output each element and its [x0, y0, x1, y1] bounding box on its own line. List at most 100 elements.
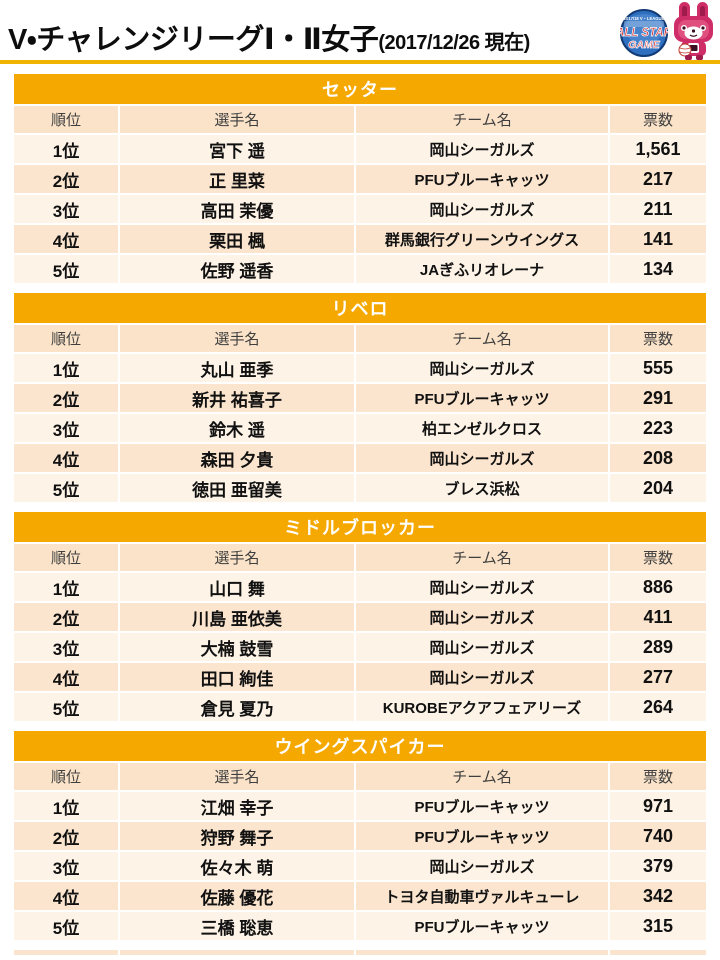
column-header-player-cell: 選手名 [120, 106, 354, 133]
player-cell: 新井 祐喜子 [120, 384, 354, 412]
column-header-team-cell: チーム名 [356, 763, 608, 790]
player-cell: 川島 亜依美 [120, 603, 354, 631]
player-cell: 丸山 亜季 [120, 354, 354, 382]
rank-cell: 2位 [14, 165, 118, 193]
table-row: 2位 新井 祐喜子 PFUブルーキャッツ 291 [14, 384, 706, 412]
rank-cell: 1位 [14, 135, 118, 163]
table-row: 4位 栗田 楓群馬銀行グリーンウイングス 141 [14, 225, 706, 253]
votes-cell: 204 [610, 474, 706, 502]
rabbit-mascot-icon [674, 2, 713, 60]
votes-cell: 291 [610, 384, 706, 412]
player-cell: 三橋 聡恵 [120, 912, 354, 940]
table-row: 5位 三橋 聡恵 PFUブルーキャッツ 315 [14, 912, 706, 940]
rank-cell: 5位 [14, 693, 118, 721]
table-row: 1位 山口 舞岡山シーガルズ 886 [14, 573, 706, 601]
player-cell: 宮下 遥 [120, 135, 354, 163]
votes-cell: 289 [610, 633, 706, 661]
votes-cell: 411 [610, 603, 706, 631]
team-cell: 柏エンゼルクロス [356, 414, 608, 442]
column-header-row: 順位 選手名 チーム名 票数 [14, 325, 706, 352]
votes-cell: 264 [610, 693, 706, 721]
section-title: セッター [14, 74, 706, 104]
rank-cell: 1位 [14, 792, 118, 820]
ranking-section-2: ミドルブロッカー 順位 選手名 チーム名 票数 1位 山口 舞岡山シーガルズ 886 2位 川島 … [14, 512, 706, 721]
team-cell: 岡山シーガルズ [356, 444, 608, 472]
table-row: 5位 倉見 夏乃 KUROBEアクアフェアリーズ 264 [14, 693, 706, 721]
cropped-cell [356, 950, 608, 955]
ranking-section-1: リベロ 順位 選手名 チーム名 票数 1位 丸山 亜季 岡山シーガルズ 555 2位 新井 祐喜子 P… [14, 293, 706, 502]
votes-cell: 555 [610, 354, 706, 382]
rank-cell: 2位 [14, 603, 118, 631]
rank-cell: 3位 [14, 852, 118, 880]
votes-cell: 1,561 [610, 135, 706, 163]
player-cell: 狩野 舞子 [120, 822, 354, 850]
table-row: 4位 田口 絢佳 岡山シーガルズ 277 [14, 663, 706, 691]
player-cell: 栗田 楓 [120, 225, 354, 253]
player-cell: 高田 茉優 [120, 195, 354, 223]
svg-text:2017/18 V・LEAGUE: 2017/18 V・LEAGUE [624, 16, 665, 21]
team-cell: PFUブルーキャッツ [356, 912, 608, 940]
badge-game-text: GAME [628, 39, 660, 51]
column-header-team-cell: チーム名 [356, 325, 608, 352]
team-cell: PFUブルーキャッツ [356, 165, 608, 193]
votes-cell: 379 [610, 852, 706, 880]
ranking-section-0: セッター 順位 選手名 チーム名 票数 1位 宮下 遥岡山シーガルズ 1,561 2位正 里菜 P… [14, 74, 706, 283]
column-header-team-cell: チーム名 [356, 544, 608, 571]
table-row: 2位正 里菜 PFUブルーキャッツ 217 [14, 165, 706, 193]
player-cell: 鈴木 遥 [120, 414, 354, 442]
rank-cell: 5位 [14, 474, 118, 502]
votes-cell: 211 [610, 195, 706, 223]
table-row: 3位 鈴木 遥柏エンゼルクロス 223 [14, 414, 706, 442]
page-subtitle: (2017/12/26 現在) [378, 32, 530, 54]
table-row: 4位 佐藤 優花 トヨタ自動車ヴァルキューレ 342 [14, 882, 706, 910]
column-header-player-cell: 選手名 [120, 763, 354, 790]
badge-allstar-text: ALL STAR [620, 27, 668, 39]
votes-cell: 971 [610, 792, 706, 820]
column-header-votes-cell: 票数 [610, 763, 706, 790]
ranking-section-3: ウイングスパイカー 順位 選手名 チーム名 票数 1位 江畑 幸子 PFUブルーキャッツ 971… [14, 731, 706, 940]
table-row: 2位 川島 亜依美 岡山シーガルズ 411 [14, 603, 706, 631]
team-cell: ブレス浜松 [356, 474, 608, 502]
rank-cell: 5位 [14, 912, 118, 940]
team-cell: PFUブルーキャッツ [356, 822, 608, 850]
column-header-rank-cell: 順位 [14, 544, 118, 571]
page-title-text: V・チャレンジリーグⅠ・Ⅱ女子 [8, 24, 379, 56]
team-cell: 岡山シーガルズ [356, 195, 608, 223]
table-row: 1位 丸山 亜季 岡山シーガルズ 555 [14, 354, 706, 382]
table-row: 5位 佐野 遥香 JAぎふリオレーナ 134 [14, 255, 706, 283]
column-header-votes-cell: 票数 [610, 106, 706, 133]
rank-cell: 2位 [14, 384, 118, 412]
column-header-votes-cell: 票数 [610, 325, 706, 352]
cropped-cell [610, 950, 706, 955]
page-header: V・チャレンジリーグⅠ・Ⅱ女子(2017/12/26 現在) 2017/18 V… [0, 0, 720, 64]
votes-cell: 315 [610, 912, 706, 940]
player-cell: 佐々木 萌 [120, 852, 354, 880]
player-cell: 森田 夕貴 [120, 444, 354, 472]
team-cell: KUROBEアクアフェアリーズ [356, 693, 608, 721]
votes-cell: 886 [610, 573, 706, 601]
team-cell: PFUブルーキャッツ [356, 384, 608, 412]
column-header-team-cell: チーム名 [356, 106, 608, 133]
column-header-player-cell: 選手名 [120, 325, 354, 352]
team-cell: トヨタ自動車ヴァルキューレ [356, 882, 608, 910]
section-title: ミドルブロッカー [14, 512, 706, 542]
player-cell: 江畑 幸子 [120, 792, 354, 820]
rank-cell: 3位 [14, 633, 118, 661]
rank-cell: 1位 [14, 573, 118, 601]
player-cell: 徳田 亜留美 [120, 474, 354, 502]
votes-cell: 277 [610, 663, 706, 691]
column-header-rank-cell: 順位 [14, 763, 118, 790]
column-header-row: 順位 選手名 チーム名 票数 [14, 763, 706, 790]
rank-cell: 4位 [14, 882, 118, 910]
table-row: 2位 狩野 舞子 PFUブルーキャッツ 740 [14, 822, 706, 850]
votes-cell: 134 [610, 255, 706, 283]
rank-cell: 4位 [14, 663, 118, 691]
team-cell: 岡山シーガルズ [356, 633, 608, 661]
cropped-cell [14, 950, 118, 955]
player-cell: 佐野 遥香 [120, 255, 354, 283]
column-header-rank-cell: 順位 [14, 106, 118, 133]
table-row: 3位 高田 茉優 岡山シーガルズ 211 [14, 195, 706, 223]
votes-cell: 342 [610, 882, 706, 910]
team-cell: 岡山シーガルズ [356, 135, 608, 163]
section-title: ウイングスパイカー [14, 731, 706, 761]
